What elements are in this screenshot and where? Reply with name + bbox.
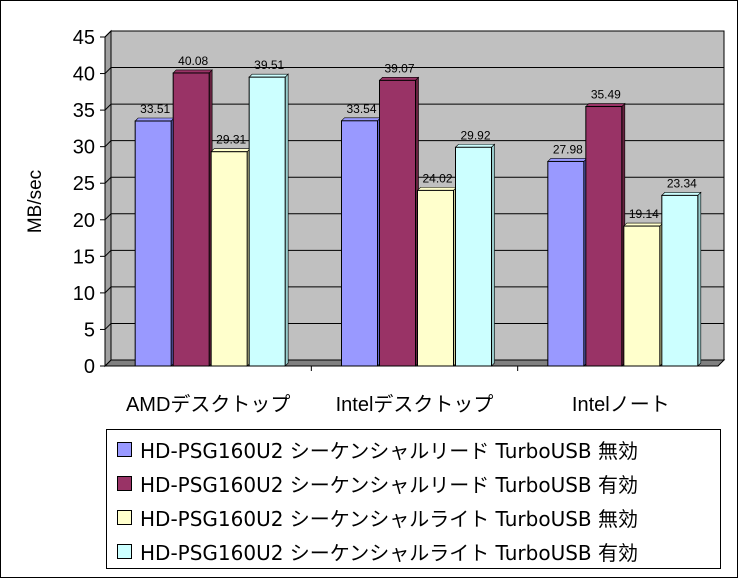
data-label: 33.51 <box>140 102 170 116</box>
data-label: 29.92 <box>460 128 490 142</box>
data-label: 29.31 <box>216 133 246 147</box>
y-tick-label: 20 <box>73 210 95 232</box>
bar <box>341 120 378 367</box>
y-tick-label: 25 <box>73 173 95 195</box>
legend-item-write-on: HD-PSG160U2 シーケンシャルライト TurboUSB 有効 <box>117 536 638 566</box>
legend-swatch <box>117 475 132 491</box>
data-label: 23.34 <box>667 176 697 190</box>
bar <box>134 120 172 367</box>
data-label: 19.14 <box>629 207 659 221</box>
bar-chart: 0 5 10 15 20 25 30 35 40 45 MB/sec 33.51 40.08 29.31 3… <box>25 27 726 416</box>
legend-label: HD-PSG160U2 シーケンシャルリード TurboUSB 無効 <box>140 438 638 463</box>
data-label: 40.08 <box>178 54 208 68</box>
legend-item-read-off: HD-PSG160U2 シーケンシャルリード TurboUSB 無効 <box>117 434 638 464</box>
y-tick-label: 30 <box>73 137 95 159</box>
x-category-label: Intelノート <box>572 394 670 416</box>
plot-side-wall <box>104 29 112 368</box>
bar <box>379 79 416 367</box>
bar <box>417 189 454 367</box>
legend-label: HD-PSG160U2 シーケンシャルリード TurboUSB 有効 <box>140 472 638 497</box>
legend: HD-PSG160U2 シーケンシャルリード TurboUSB 無効 HD-PS… <box>106 429 721 569</box>
bar <box>585 106 623 367</box>
legend-item-write-off: HD-PSG160U2 シーケンシャルライト TurboUSB 無効 <box>117 502 638 532</box>
y-tick-label: 45 <box>73 27 95 49</box>
bar <box>210 151 248 367</box>
bar <box>547 160 585 367</box>
y-tick-label: 35 <box>73 100 95 122</box>
data-label: 33.54 <box>346 102 376 116</box>
legend-swatch <box>117 543 132 559</box>
bar <box>455 146 492 367</box>
data-label: 39.51 <box>254 58 284 72</box>
x-category-label: Intelデスクトップ <box>336 393 494 416</box>
data-label: 24.02 <box>422 171 452 185</box>
y-tick-label: 15 <box>73 246 95 268</box>
bar <box>623 225 661 367</box>
bar <box>661 194 699 367</box>
y-axis-label: MB/sec <box>25 170 46 233</box>
bar <box>172 72 210 367</box>
data-label: 35.49 <box>591 88 621 102</box>
legend-swatch <box>117 509 132 525</box>
legend-item-read-on: HD-PSG160U2 シーケンシャルリード TurboUSB 有効 <box>117 468 638 498</box>
x-category-label: AMDデスクトップ <box>126 393 290 416</box>
y-tick-label: 40 <box>73 64 95 86</box>
data-label: 39.07 <box>384 61 414 75</box>
y-tick-label: 5 <box>84 319 95 341</box>
legend-label: HD-PSG160U2 シーケンシャルライト TurboUSB 無効 <box>140 506 638 531</box>
data-label: 27.98 <box>553 142 583 156</box>
legend-swatch <box>117 441 132 457</box>
y-tick-label: 0 <box>84 356 95 378</box>
y-tick-label: 10 <box>73 283 95 305</box>
bar <box>248 76 286 367</box>
legend-label: HD-PSG160U2 シーケンシャルライト TurboUSB 有効 <box>140 540 638 565</box>
